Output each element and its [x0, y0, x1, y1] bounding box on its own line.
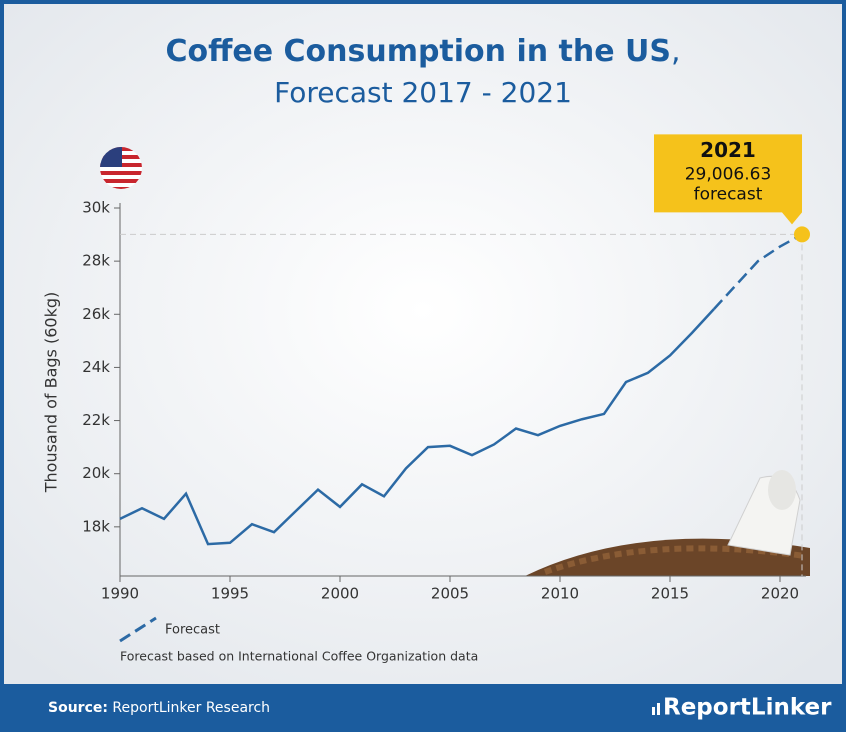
source-text: ReportLinker Research [112, 700, 270, 716]
footnote: Forecast based on International Coffee O… [120, 649, 478, 664]
source: Source: ReportLinker Research [48, 700, 270, 716]
y-tick-label: 28k [82, 252, 110, 270]
y-tick-label: 26k [82, 305, 110, 323]
legend-label: Forecast [165, 623, 220, 638]
y-axis-label: Thousand of Bags (60kg) [42, 292, 61, 494]
y-tick-label: 24k [82, 358, 110, 376]
x-tick-label: 2010 [541, 585, 579, 603]
x-tick-label: 2005 [431, 585, 469, 603]
callout-box [654, 134, 802, 225]
x-tick-label: 2020 [761, 585, 799, 603]
title: Coffee Consumption in the US, [165, 34, 680, 69]
us-flag [100, 147, 142, 189]
x-tick-label: 1995 [211, 585, 249, 603]
y-tick-label: 30k [82, 199, 110, 217]
title-comma: , [671, 34, 681, 69]
callout-note: forecast [694, 184, 763, 204]
legend-swatch [119, 616, 157, 643]
series-line [713, 233, 803, 310]
coffee-decoration [525, 470, 810, 576]
source-label: Source: [48, 700, 108, 716]
y-tick-label: 18k [82, 517, 110, 535]
callout-title: 2021 [700, 138, 756, 162]
highlight-point [794, 226, 810, 243]
title-main: Coffee Consumption in the US [165, 34, 671, 69]
callout-value: 29,006.63 [685, 164, 772, 184]
y-tick-label: 22k [82, 411, 110, 429]
x-tick-label: 2015 [651, 585, 689, 603]
brand-logo: ReportLinker [652, 695, 832, 721]
x-tick-label: 2000 [321, 585, 359, 603]
x-tick-label: 1990 [101, 585, 139, 603]
brand: ReportLinker [663, 695, 832, 721]
y-tick-label: 20k [82, 464, 110, 482]
series-line [119, 308, 715, 546]
subtitle: Forecast 2017 - 2021 [274, 76, 572, 109]
